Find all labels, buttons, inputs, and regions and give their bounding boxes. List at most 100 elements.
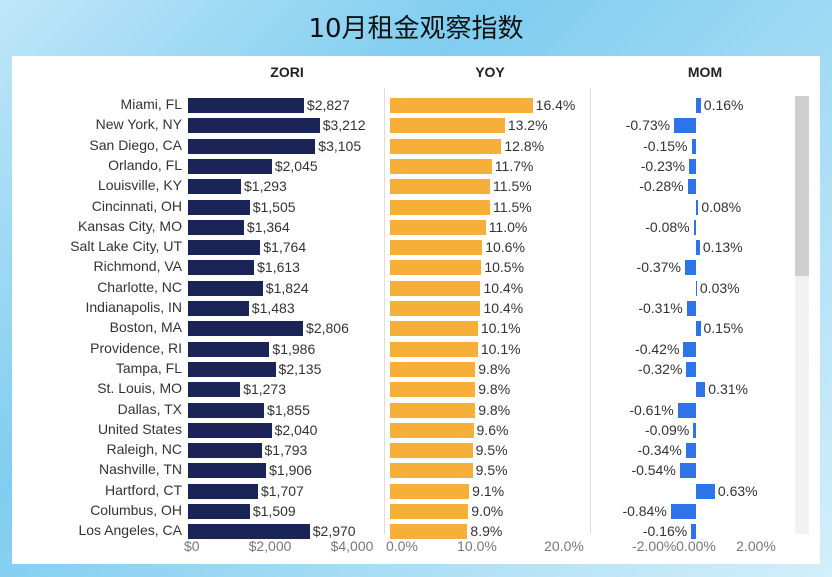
value-label-mom: -0.16%: [642, 523, 688, 540]
category-label: Salt Lake City, UT: [70, 238, 182, 255]
value-label-yoy: 10.1%: [480, 340, 521, 357]
axis-tick-mom: -2.00%: [632, 538, 677, 554]
bar-mom: [687, 179, 696, 195]
value-label-mom: -0.31%: [638, 300, 683, 316]
bar-yoy: [390, 158, 492, 174]
value-label-mom: -0.54%: [631, 462, 676, 479]
axis-tick-mom: 2.00%: [736, 538, 776, 554]
value-label-mom: -0.37%: [636, 259, 681, 276]
divider-yoy-mom: [590, 88, 591, 534]
category-label: Orlando, FL: [108, 156, 182, 173]
bar-zori: [188, 118, 320, 134]
value-label-mom: 0.03%: [699, 279, 740, 296]
bar-mom: [691, 138, 696, 154]
bar-mom: [693, 219, 696, 235]
bar-yoy: [390, 361, 476, 377]
value-label-mom: -0.34%: [637, 442, 682, 459]
bar-mom: [696, 483, 715, 499]
category-label: Hartford, CT: [104, 481, 182, 498]
bar-zori: [188, 219, 244, 235]
category-label: Richmond, VA: [93, 258, 182, 275]
value-label-zori: $1,293: [244, 178, 287, 195]
value-label-mom: -0.73%: [625, 117, 671, 134]
scrollbar-thumb[interactable]: [795, 96, 809, 276]
value-label-yoy: 12.8%: [504, 137, 545, 154]
chart-panel: ZORI YOY MOM Miami, FL New York, NY San Diego…: [12, 56, 820, 564]
bar-zori: [188, 341, 270, 357]
value-label-zori: $2,827: [306, 97, 350, 113]
value-label-yoy: 10.6%: [485, 239, 525, 256]
page-title: 10月租金观察指数: [308, 14, 524, 44]
bar-zori: [188, 158, 272, 174]
value-label-yoy: 11.5%: [493, 178, 532, 195]
bar-zori: [188, 240, 261, 256]
value-label-zori: $3,212: [322, 117, 366, 134]
value-label-mom: -0.23%: [640, 157, 686, 174]
bar-mom: [670, 504, 696, 519]
category-label: Charlotte, NC: [97, 278, 182, 295]
bar-zori: [188, 260, 255, 276]
bar-mom: [689, 158, 696, 174]
value-label-zori: $2,135: [278, 360, 322, 377]
bar-yoy: [390, 422, 474, 438]
value-label-zori: $3,105: [318, 137, 362, 154]
category-label: Indianapolis, IN: [85, 299, 182, 315]
bar-zori: [188, 382, 241, 398]
category-label: St. Louis, MO: [97, 380, 182, 397]
value-label-yoy: 9.8%: [478, 401, 511, 418]
value-label-mom: -0.42%: [635, 340, 680, 357]
bar-yoy: [390, 118, 505, 134]
category-label: Kansas City, MO: [78, 217, 182, 234]
bar-zori: [188, 524, 310, 540]
bar-mom: [696, 321, 701, 337]
value-label-zori: $1,906: [269, 462, 312, 479]
value-label-mom: -0.15%: [643, 137, 688, 154]
category-label: Columbus, OH: [90, 502, 182, 518]
bar-yoy: [390, 179, 491, 195]
value-label-zori: $1,855: [267, 401, 310, 418]
bar-zori: [188, 422, 272, 438]
value-label-yoy: 10.5%: [484, 259, 525, 276]
bar-yoy: [390, 483, 470, 499]
bar-zori: [188, 504, 250, 519]
bar-yoy: [390, 463, 473, 479]
value-label-yoy: 9.1%: [472, 482, 505, 499]
bar-zori: [188, 301, 249, 316]
bar-yoy: [390, 98, 533, 113]
bar-yoy: [390, 260, 482, 276]
bar-zori: [188, 443, 262, 459]
axis-tick-yoy: 0.0%: [386, 538, 418, 554]
value-label-mom: 0.63%: [717, 482, 758, 499]
axis-tick-zori: $4,000: [330, 538, 374, 554]
bar-zori: [188, 321, 304, 337]
value-label-yoy: 9.5%: [475, 462, 508, 479]
bar-yoy: [390, 382, 476, 398]
category-label: Nashville, TN: [99, 461, 182, 478]
category-label: United States: [97, 420, 182, 437]
value-label-yoy: 16.4%: [535, 97, 576, 113]
bar-yoy: [390, 402, 476, 418]
bar-mom: [686, 361, 696, 377]
value-label-yoy: 10.4%: [483, 279, 524, 296]
value-label-zori: $2,045: [274, 157, 318, 174]
value-label-zori: $2,040: [274, 421, 318, 438]
bar-zori: [188, 361, 276, 377]
value-label-yoy: 8.9%: [470, 523, 503, 540]
value-label-yoy: 11.5%: [493, 198, 532, 215]
bar-yoy: [390, 341, 478, 357]
value-label-mom: 0.08%: [701, 198, 742, 215]
bar-mom: [679, 463, 696, 479]
value-label-zori: $1,509: [252, 503, 296, 519]
bar-yoy: [390, 443, 473, 459]
value-label-zori: $1,364: [246, 218, 290, 235]
bar-zori: [188, 199, 250, 215]
value-label-zori: $1,505: [252, 198, 296, 215]
bar-yoy: [390, 301, 481, 316]
value-label-mom: -0.28%: [639, 178, 684, 195]
value-label-zori: $2,806: [306, 320, 349, 337]
bar-zori: [188, 280, 263, 296]
axis-tick-yoy: 20.0%: [544, 538, 584, 554]
category-label: Providence, RI: [90, 339, 182, 356]
category-label: San Diego, CA: [89, 136, 182, 153]
bar-yoy: [390, 280, 481, 296]
